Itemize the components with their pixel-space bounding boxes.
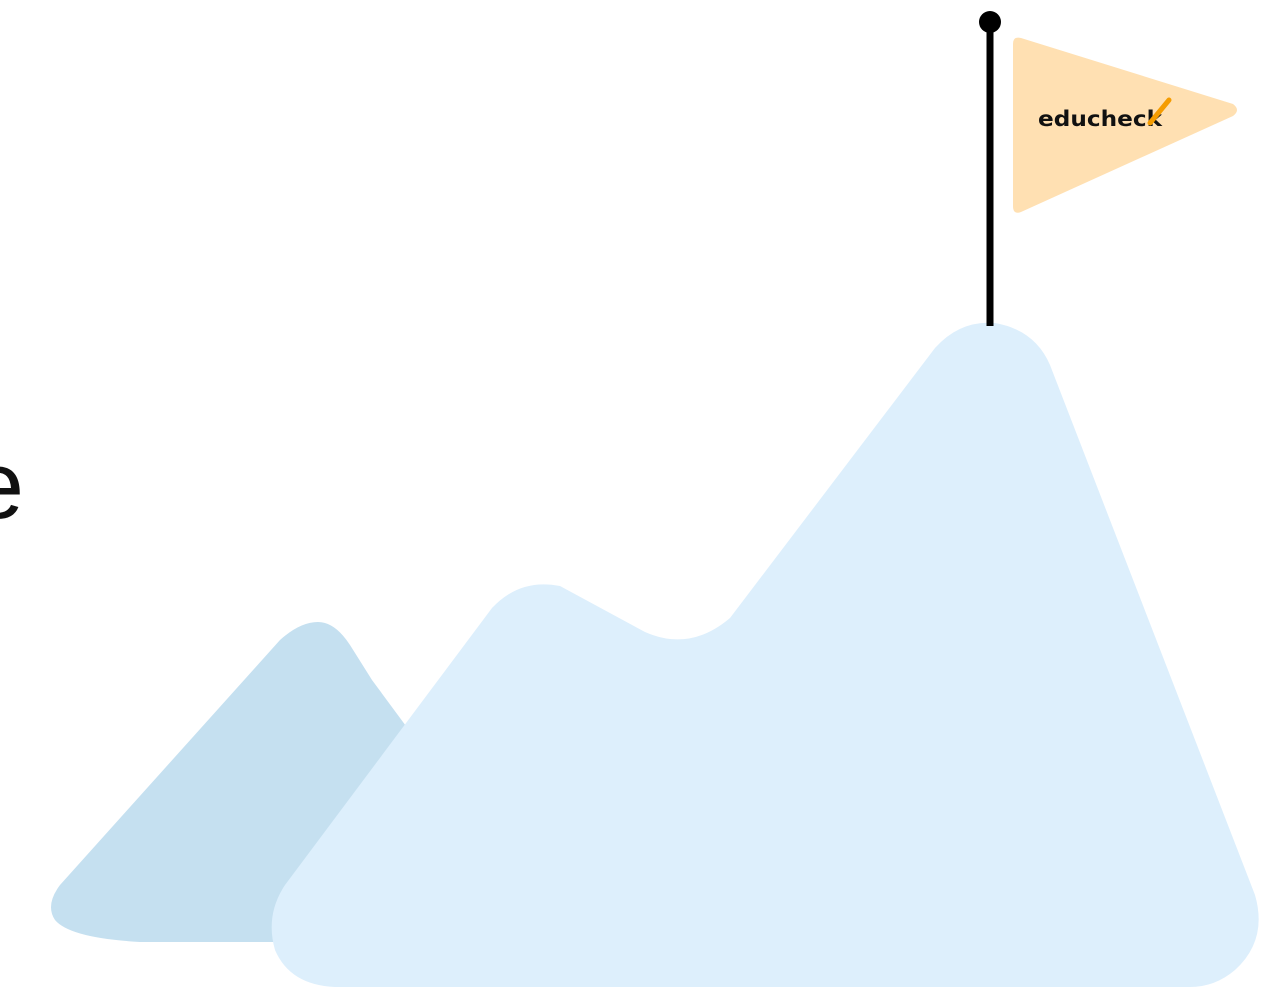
- flag: [1013, 37, 1237, 213]
- front-mountain: [271, 322, 1259, 987]
- logo-check: [1147, 97, 1172, 126]
- pole-knob: [979, 11, 1001, 33]
- heading-fragment: e: [0, 432, 24, 539]
- logo: educheck: [1038, 107, 1163, 131]
